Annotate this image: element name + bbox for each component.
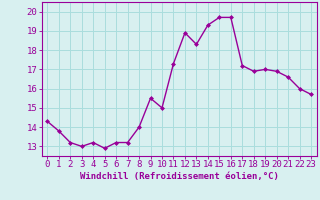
X-axis label: Windchill (Refroidissement éolien,°C): Windchill (Refroidissement éolien,°C) xyxy=(80,172,279,181)
